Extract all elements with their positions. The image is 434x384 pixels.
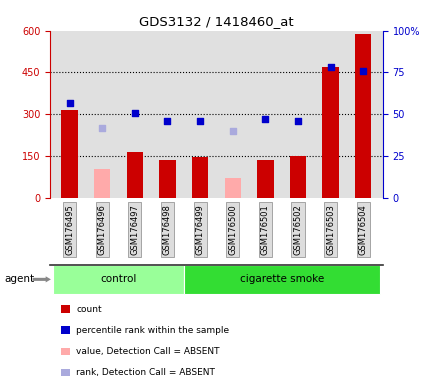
Point — [229, 128, 236, 134]
Point — [99, 124, 105, 131]
Text: percentile rank within the sample: percentile rank within the sample — [76, 326, 229, 335]
Text: control: control — [100, 274, 136, 285]
Point — [261, 116, 268, 122]
Text: agent: agent — [4, 274, 34, 285]
Bar — [191, 157, 208, 198]
Title: GDS3132 / 1418460_at: GDS3132 / 1418460_at — [139, 15, 293, 28]
Point — [196, 118, 203, 124]
Bar — [322, 67, 338, 198]
Text: count: count — [76, 305, 102, 314]
Point — [326, 65, 333, 71]
Point — [66, 99, 73, 106]
Bar — [126, 152, 143, 198]
Point — [164, 118, 171, 124]
Point — [131, 109, 138, 116]
Bar — [224, 178, 240, 198]
Bar — [354, 33, 371, 198]
Bar — [61, 110, 78, 198]
Bar — [289, 156, 306, 198]
Bar — [159, 160, 175, 198]
Bar — [94, 169, 110, 198]
Text: rank, Detection Call = ABSENT: rank, Detection Call = ABSENT — [76, 368, 214, 377]
Text: value, Detection Call = ABSENT: value, Detection Call = ABSENT — [76, 347, 219, 356]
Point — [359, 68, 366, 74]
Bar — [256, 160, 273, 198]
Point — [294, 118, 301, 124]
Text: cigarette smoke: cigarette smoke — [239, 274, 323, 285]
